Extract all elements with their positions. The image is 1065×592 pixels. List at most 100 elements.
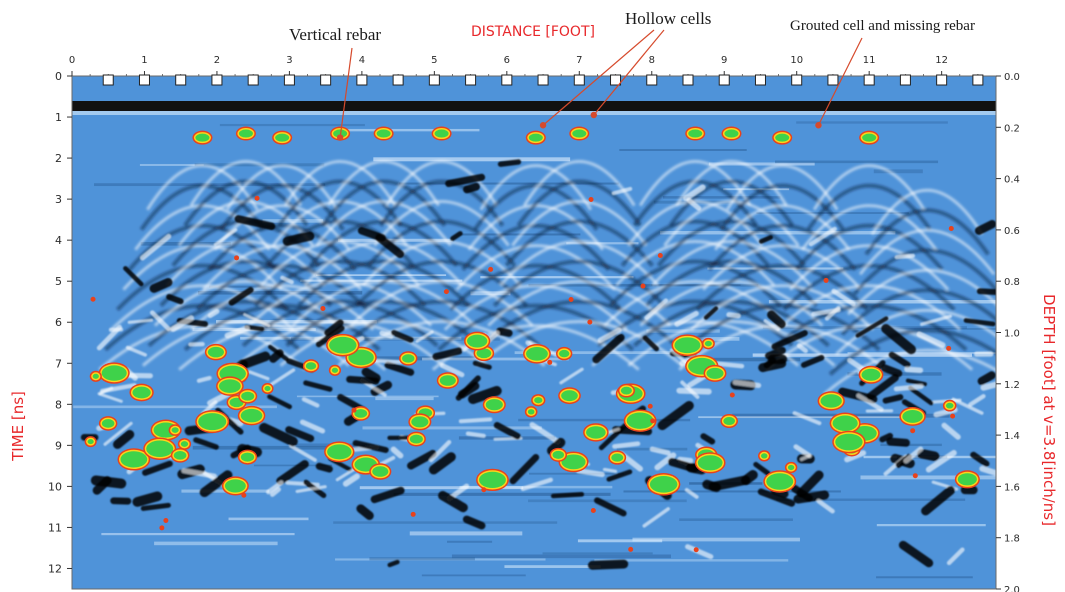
blob-high bbox=[275, 133, 290, 142]
hyperbola-arc bbox=[361, 240, 522, 287]
texture-stroke bbox=[269, 368, 296, 387]
blob-high bbox=[861, 368, 881, 381]
band bbox=[369, 557, 475, 561]
band bbox=[480, 276, 634, 279]
texture-stroke bbox=[259, 422, 298, 447]
texture-stroke bbox=[438, 491, 468, 513]
texture-stroke bbox=[644, 298, 669, 320]
texture-stroke bbox=[142, 460, 173, 476]
y2-tick-label: 1.8 bbox=[1004, 534, 1020, 545]
texture-stroke bbox=[346, 375, 380, 385]
blob-high bbox=[706, 367, 724, 379]
texture-stroke bbox=[496, 327, 513, 337]
speckle bbox=[912, 473, 918, 479]
texture-stroke bbox=[575, 468, 605, 478]
blob-high bbox=[552, 450, 564, 459]
y2-tick-label: 1.6 bbox=[1004, 482, 1020, 493]
texture-stroke bbox=[276, 460, 309, 485]
band bbox=[447, 540, 493, 543]
texture-stroke bbox=[301, 397, 320, 408]
y2-tick-label: 0.0 bbox=[1004, 72, 1020, 83]
band bbox=[139, 163, 204, 166]
texture-stroke bbox=[472, 360, 492, 370]
band bbox=[262, 219, 324, 223]
texture-stroke bbox=[99, 392, 123, 403]
speckle bbox=[587, 319, 593, 325]
texture-stroke bbox=[207, 309, 220, 319]
texture-stroke bbox=[270, 487, 282, 497]
texture-stroke bbox=[166, 294, 184, 305]
speckle bbox=[90, 296, 96, 302]
y2-tick-label: 0.8 bbox=[1004, 277, 1020, 288]
texture-stroke bbox=[379, 330, 394, 339]
blob-high bbox=[766, 473, 794, 490]
x-tick-label: 8 bbox=[649, 55, 655, 66]
band bbox=[619, 149, 747, 151]
texture-stroke bbox=[920, 314, 953, 326]
blob-high bbox=[354, 409, 368, 418]
texture-stroke bbox=[140, 502, 171, 511]
x-tick-label: 6 bbox=[504, 55, 510, 66]
texture-stroke bbox=[196, 375, 212, 383]
texture-stroke bbox=[509, 454, 540, 485]
texture-stroke bbox=[342, 473, 360, 487]
blob-high bbox=[586, 426, 606, 439]
texture-stroke bbox=[771, 330, 808, 350]
speckle bbox=[948, 226, 954, 232]
annotation-label: Grouted cell and missing rebar bbox=[790, 18, 975, 34]
blob-high bbox=[527, 409, 535, 415]
texture-stroke bbox=[303, 380, 333, 392]
band bbox=[876, 576, 973, 579]
texture-stroke bbox=[882, 394, 904, 404]
texture-stroke bbox=[606, 469, 633, 482]
blob-high bbox=[372, 466, 389, 477]
texture-stroke bbox=[450, 231, 463, 241]
marker-square bbox=[791, 74, 803, 86]
blob-high bbox=[626, 412, 654, 429]
annotation-leader bbox=[542, 29, 655, 126]
blob-high bbox=[101, 419, 115, 428]
texture-stroke bbox=[234, 215, 276, 231]
texture-stroke bbox=[968, 394, 986, 407]
hyperbola-arc bbox=[719, 183, 845, 231]
texture-stroke bbox=[796, 343, 808, 354]
texture-stroke bbox=[224, 325, 250, 339]
marker-square bbox=[936, 74, 948, 86]
hyperbola-arc bbox=[620, 219, 770, 267]
hyperbola-arc bbox=[480, 299, 678, 348]
band bbox=[101, 532, 295, 536]
texture-stroke bbox=[612, 441, 641, 449]
speckle bbox=[488, 266, 494, 272]
band bbox=[528, 499, 687, 503]
texture-stroke bbox=[243, 312, 271, 328]
blob-high bbox=[761, 453, 768, 459]
x-tick-label: 0 bbox=[69, 55, 75, 66]
speckle bbox=[410, 511, 416, 517]
band bbox=[707, 267, 844, 270]
y-tick-label: 5 bbox=[55, 275, 62, 288]
speckle bbox=[693, 547, 699, 553]
annotation-leader bbox=[817, 37, 863, 126]
texture-stroke bbox=[357, 226, 386, 242]
hyperbola-arc bbox=[847, 268, 996, 316]
texture-stroke bbox=[594, 497, 627, 517]
texture-stroke bbox=[713, 361, 745, 369]
texture-stroke bbox=[602, 467, 618, 473]
band bbox=[333, 521, 558, 524]
texture-stroke bbox=[407, 449, 437, 470]
band bbox=[208, 285, 273, 288]
blob-high bbox=[331, 367, 339, 373]
band bbox=[880, 443, 942, 447]
texture-stroke bbox=[894, 253, 916, 260]
speckle bbox=[640, 283, 646, 289]
band bbox=[253, 464, 333, 467]
texture-stroke bbox=[439, 363, 465, 378]
band bbox=[708, 162, 815, 166]
hyperbola-arc bbox=[122, 244, 283, 291]
hyperbola-arc bbox=[449, 263, 623, 312]
y2-tick-label: 1.4 bbox=[1004, 431, 1020, 442]
annotation-point bbox=[539, 122, 547, 129]
texture-stroke bbox=[657, 400, 694, 431]
texture-stroke bbox=[974, 220, 996, 235]
